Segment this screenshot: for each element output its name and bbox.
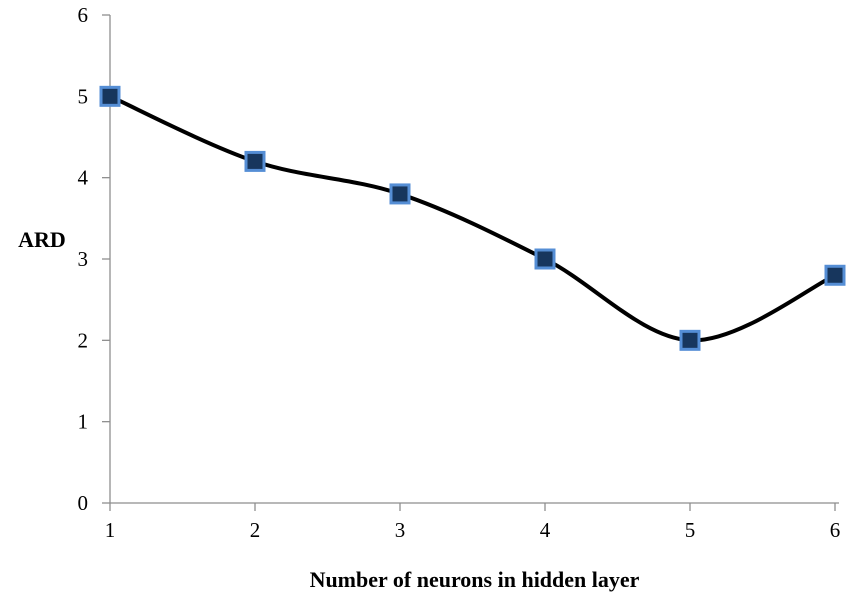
data-series	[99, 85, 846, 351]
y-tick-label: 6	[78, 3, 89, 27]
x-tick-label: 3	[395, 518, 406, 542]
y-tick-label: 5	[78, 84, 89, 108]
data-point-marker	[824, 264, 846, 286]
series-line	[108, 94, 837, 343]
y-tick-label: 4	[78, 166, 89, 190]
data-point-marker	[534, 248, 556, 270]
x-tick-label: 4	[540, 518, 551, 542]
data-point-marker	[244, 150, 266, 172]
data-point-marker	[389, 183, 411, 205]
x-tick-label: 5	[685, 518, 696, 542]
x-tick-label: 6	[830, 518, 841, 542]
tick-marks	[102, 14, 836, 511]
x-axis-title: Number of neurons in hidden layer	[310, 567, 640, 592]
data-point-marker	[679, 329, 701, 351]
y-tick-label: 1	[78, 410, 89, 434]
data-point-marker	[99, 85, 121, 107]
x-tick-label: 2	[250, 518, 261, 542]
x-tick-label: 1	[105, 518, 116, 542]
axes	[109, 15, 839, 504]
y-tick-label: 0	[78, 491, 89, 515]
y-tick-label: 3	[78, 247, 89, 271]
y-axis-title: ARD	[18, 227, 66, 252]
y-tick-label: 2	[78, 328, 89, 352]
